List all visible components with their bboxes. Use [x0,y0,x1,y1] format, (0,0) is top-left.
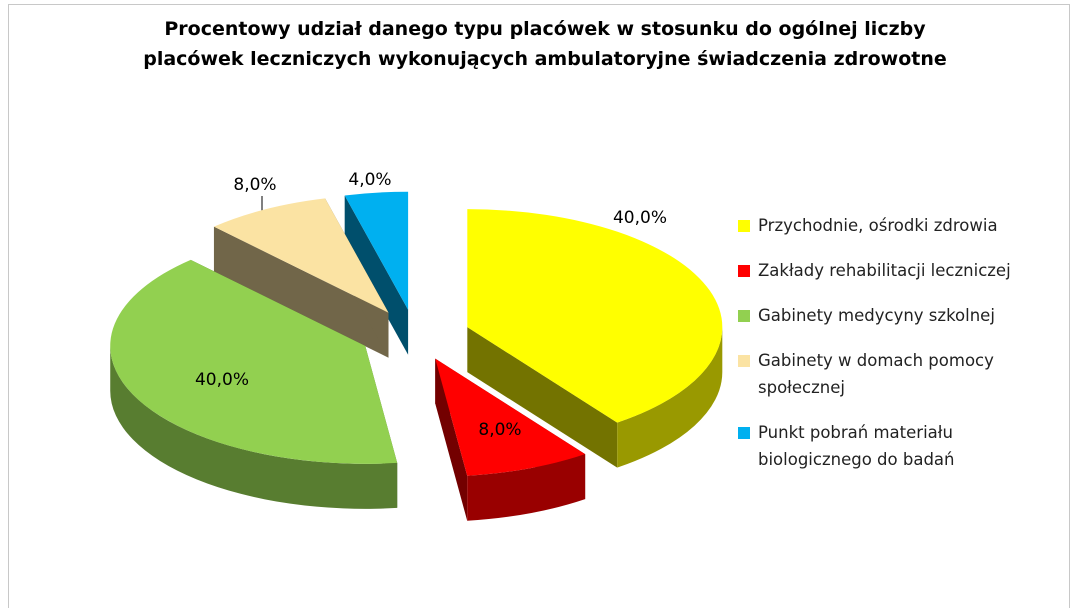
legend-swatch [738,355,750,367]
slice [467,209,723,423]
slice-side-wall [344,195,409,355]
slice-group [467,209,723,468]
legend-swatch [738,220,750,232]
slice [110,259,398,464]
data-label: 8,0% [233,175,276,195]
data-label: 40,0% [613,208,667,228]
slice [213,198,389,313]
legend-label: Zakłady rehabilitacji leczniczej [758,261,1011,280]
legend-swatch [738,427,750,439]
legend-swatch [738,265,750,277]
legend-label: Punkt pobrań materiału biologicznego do … [758,423,955,469]
slice-group [435,358,586,521]
slice-group [344,191,409,355]
legend-swatch [738,310,750,322]
slice-side-wall [435,358,468,521]
slice-group [110,259,398,509]
data-label: 40,0% [195,370,249,390]
legend-item: Punkt pobrań materiału biologicznego do … [738,419,1068,473]
data-label: 4,0% [348,170,391,190]
legend-item: Przychodnie, ośrodki zdrowia [738,212,1068,239]
slice-side-wall [467,327,618,468]
slice-group [213,198,389,358]
chart-frame [8,4,1070,608]
slice [344,191,409,310]
legend-item: Zakłady rehabilitacji leczniczej [738,257,1068,284]
slice-outer-wall [467,454,586,521]
slice [435,358,586,476]
legend: Przychodnie, ośrodki zdrowia Zakłady reha… [738,212,1068,491]
chart-title: Procentowy udział danego typu placówek w… [143,18,947,70]
slice-side-wall [213,226,389,358]
slice-outer-wall [617,327,723,468]
legend-label: Przychodnie, ośrodki zdrowia [758,216,998,235]
legend-label: Gabinety w domach pomocy społecznej [758,351,994,397]
legend-item: Gabinety medycyny szkolnej [738,302,1068,329]
slice-outer-wall [110,345,398,509]
legend-label: Gabinety medycyny szkolnej [758,306,995,325]
data-label: 8,0% [478,420,521,440]
legend-item: Gabinety w domach pomocy społecznej [738,347,1068,401]
